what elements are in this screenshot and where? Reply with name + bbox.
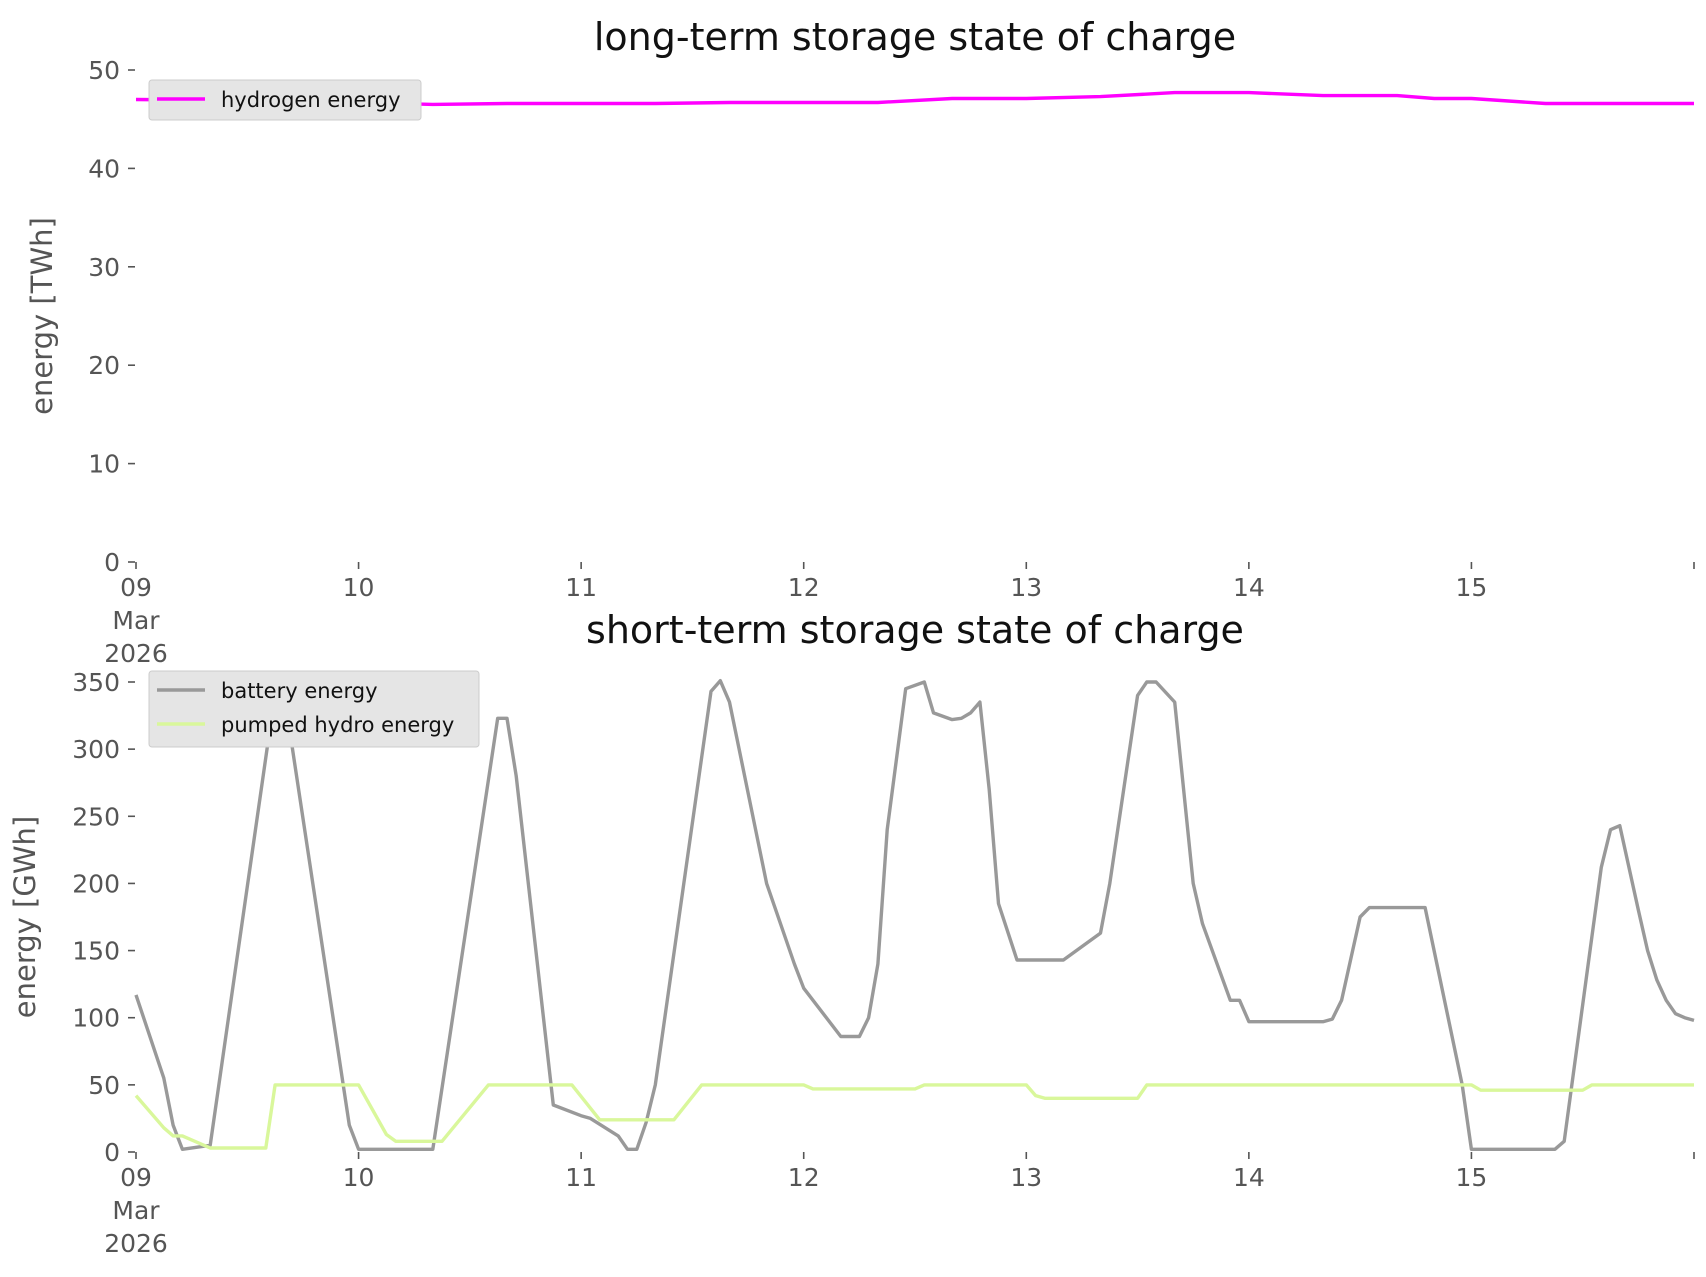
long-term-storage-chart: long-term storage state of charge energy… xyxy=(25,15,1695,668)
legend-box xyxy=(148,670,480,748)
axis-ticks: 0 10 20 30 40 50 09 Mar 2026 10 11 12 13 14 15 xyxy=(88,56,1695,668)
x-tick-label: 09 Mar 2026 xyxy=(104,1163,168,1258)
x-tick-label: 11 xyxy=(565,573,597,602)
legend: hydrogen energy xyxy=(148,79,422,121)
y-tick-label: 300 xyxy=(72,735,120,764)
short-term-storage-chart: short-term storage state of charge energ… xyxy=(8,608,1695,1258)
y-tick-label: 200 xyxy=(72,869,120,898)
x-tick-label: 14 xyxy=(1233,573,1265,602)
chart-title: long-term storage state of charge xyxy=(594,15,1236,59)
y-tick-label: 50 xyxy=(88,56,120,85)
x-tick-label: 12 xyxy=(788,573,820,602)
legend-box xyxy=(148,79,422,121)
y-tick-label: 0 xyxy=(104,548,120,577)
x-tick-label: 15 xyxy=(1456,1163,1488,1192)
series-line xyxy=(134,679,1695,1152)
axis-ticks: 0 50 100 150 200 250 300 350 09 Mar 2026 10 11 12 13 14… xyxy=(72,668,1695,1258)
legend-label: hydrogen energy xyxy=(221,88,401,112)
x-tick-label: 10 xyxy=(343,573,375,602)
x-tick-label: 13 xyxy=(1010,1163,1042,1192)
y-tick-label: 250 xyxy=(72,802,120,831)
series-line xyxy=(135,90,1694,107)
y-tick-label: 20 xyxy=(88,351,120,380)
x-tick-label: 13 xyxy=(1010,573,1042,602)
x-tick-label: 12 xyxy=(788,1163,820,1192)
x-tick-label: 15 xyxy=(1456,573,1488,602)
y-axis-label: energy [GWh] xyxy=(8,816,42,1018)
series-lines xyxy=(134,679,1695,1152)
y-tick-label: 350 xyxy=(72,668,120,697)
y-axis-label: energy [TWh] xyxy=(25,217,59,415)
legend-label: battery energy xyxy=(221,679,378,703)
legend: battery energy pumped hydro energy xyxy=(148,670,480,748)
chart-title: short-term storage state of charge xyxy=(586,608,1244,652)
y-tick-label: 150 xyxy=(72,937,120,966)
x-tick-label: 09 Mar 2026 xyxy=(104,573,168,668)
y-tick-label: 40 xyxy=(88,154,120,183)
legend-label: pumped hydro energy xyxy=(221,713,454,737)
series-line xyxy=(134,1083,1694,1150)
series-lines xyxy=(135,90,1694,107)
y-tick-label: 0 xyxy=(104,1138,120,1167)
x-tick-label: 10 xyxy=(343,1163,375,1192)
y-tick-label: 30 xyxy=(88,253,120,282)
y-tick-label: 10 xyxy=(88,450,120,479)
y-tick-label: 50 xyxy=(88,1071,120,1100)
x-tick-label: 14 xyxy=(1233,1163,1265,1192)
x-tick-label: 11 xyxy=(565,1163,597,1192)
y-tick-label: 100 xyxy=(72,1004,120,1033)
